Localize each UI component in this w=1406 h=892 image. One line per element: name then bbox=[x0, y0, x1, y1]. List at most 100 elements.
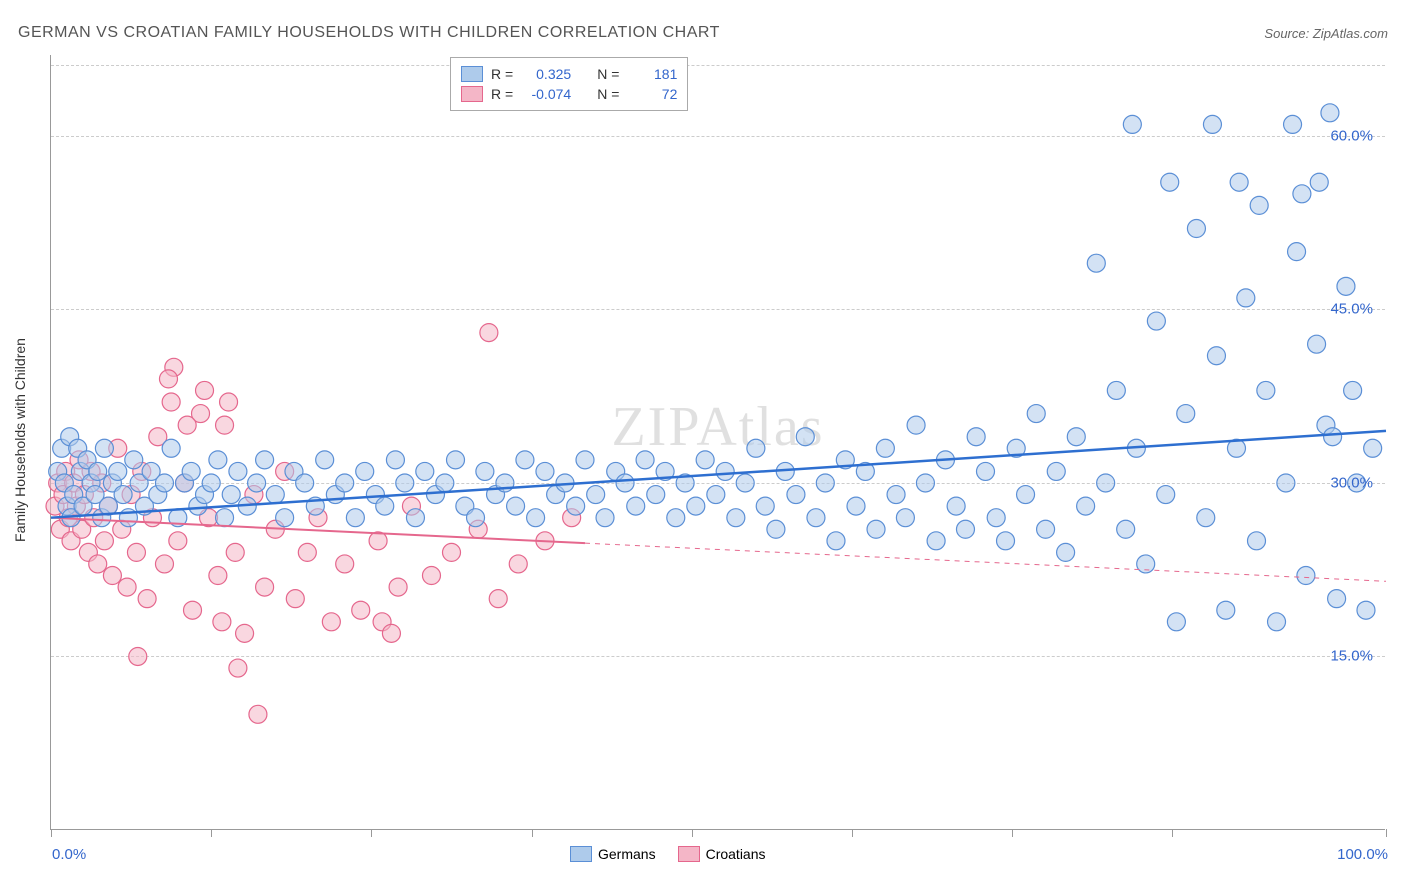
chart-title: GERMAN VS CROATIAN FAMILY HOUSEHOLDS WIT… bbox=[18, 24, 720, 42]
scatter-point bbox=[1324, 428, 1342, 446]
scatter-point bbox=[386, 451, 404, 469]
scatter-point bbox=[222, 486, 240, 504]
scatter-point bbox=[480, 324, 498, 342]
scatter-point bbox=[1297, 567, 1315, 585]
source-name: ZipAtlas.com bbox=[1313, 26, 1388, 41]
scatter-point bbox=[127, 543, 145, 561]
scatter-point bbox=[236, 624, 254, 642]
scatter-point bbox=[276, 509, 294, 527]
scatter-point bbox=[516, 451, 534, 469]
scatter-point bbox=[322, 613, 340, 631]
scatter-point bbox=[647, 486, 665, 504]
scatter-point bbox=[1123, 115, 1141, 133]
scatter-point bbox=[1157, 486, 1175, 504]
scatter-point bbox=[209, 451, 227, 469]
scatter-point bbox=[827, 532, 845, 550]
scatter-point bbox=[1047, 462, 1065, 480]
legend-label-germans: Germans bbox=[598, 846, 656, 862]
scatter-point bbox=[118, 578, 136, 596]
scatter-point bbox=[636, 451, 654, 469]
scatter-point bbox=[336, 474, 354, 492]
y-axis-label: Family Households with Children bbox=[12, 338, 28, 542]
scatter-point bbox=[202, 474, 220, 492]
n-value-croatians: 72 bbox=[627, 86, 677, 102]
scatter-point bbox=[266, 486, 284, 504]
scatter-point bbox=[352, 601, 370, 619]
x-tick bbox=[1172, 829, 1173, 837]
scatter-point bbox=[216, 509, 234, 527]
scatter-point bbox=[716, 462, 734, 480]
scatter-point bbox=[256, 451, 274, 469]
scatter-point bbox=[927, 532, 945, 550]
scatter-point bbox=[159, 370, 177, 388]
scatter-point bbox=[467, 509, 485, 527]
scatter-point bbox=[1037, 520, 1055, 538]
scatter-point bbox=[416, 462, 434, 480]
y-tick-label: 15.0% bbox=[1330, 648, 1373, 665]
trend-line bbox=[585, 543, 1386, 581]
scatter-point bbox=[1087, 254, 1105, 272]
scatter-point bbox=[1248, 532, 1266, 550]
scatter-point bbox=[1268, 613, 1286, 631]
scatter-point bbox=[103, 567, 121, 585]
r-label: R = bbox=[491, 66, 513, 82]
germans-swatch-icon bbox=[570, 846, 592, 862]
scatter-point bbox=[876, 439, 894, 457]
scatter-point bbox=[1167, 613, 1185, 631]
scatter-point bbox=[229, 462, 247, 480]
scatter-point bbox=[1217, 601, 1235, 619]
scatter-point bbox=[1308, 335, 1326, 353]
scatter-point bbox=[138, 590, 156, 608]
scatter-point bbox=[298, 543, 316, 561]
x-axis-min-label: 0.0% bbox=[52, 846, 86, 863]
scatter-point bbox=[847, 497, 865, 515]
scatter-point bbox=[627, 497, 645, 515]
scatter-point bbox=[249, 705, 267, 723]
scatter-point bbox=[256, 578, 274, 596]
scatter-point bbox=[1321, 104, 1339, 122]
scatter-point bbox=[887, 486, 905, 504]
scatter-point bbox=[576, 451, 594, 469]
scatter-point bbox=[527, 509, 545, 527]
x-tick bbox=[51, 829, 52, 837]
source-attribution: Source: ZipAtlas.com bbox=[1264, 26, 1388, 41]
scatter-point bbox=[977, 462, 995, 480]
scatter-point bbox=[1197, 509, 1215, 527]
scatter-point bbox=[1027, 405, 1045, 423]
scatter-point bbox=[507, 497, 525, 515]
scatter-point bbox=[296, 474, 314, 492]
scatter-point bbox=[178, 416, 196, 434]
scatter-point bbox=[1107, 381, 1125, 399]
x-tick bbox=[371, 829, 372, 837]
scatter-point bbox=[1177, 405, 1195, 423]
scatter-point bbox=[509, 555, 527, 573]
scatter-point bbox=[1337, 277, 1355, 295]
scatter-point bbox=[707, 486, 725, 504]
scatter-point bbox=[916, 474, 934, 492]
scatter-point bbox=[89, 555, 107, 573]
croatians-swatch-icon bbox=[461, 86, 483, 102]
source-label: Source: bbox=[1264, 26, 1309, 41]
scatter-point bbox=[687, 497, 705, 515]
scatter-point bbox=[696, 451, 714, 469]
scatter-svg bbox=[51, 55, 1385, 829]
r-value-germans: 0.325 bbox=[521, 66, 571, 82]
x-tick bbox=[1386, 829, 1387, 837]
scatter-point bbox=[229, 659, 247, 677]
scatter-point bbox=[1288, 243, 1306, 261]
scatter-point bbox=[907, 416, 925, 434]
scatter-point bbox=[896, 509, 914, 527]
stats-row-croatians: R = -0.074 N = 72 bbox=[461, 84, 677, 104]
scatter-point bbox=[436, 474, 454, 492]
scatter-point bbox=[316, 451, 334, 469]
scatter-point bbox=[389, 578, 407, 596]
scatter-point bbox=[1017, 486, 1035, 504]
scatter-point bbox=[162, 439, 180, 457]
trend-line bbox=[51, 431, 1386, 518]
scatter-point bbox=[596, 509, 614, 527]
x-tick bbox=[852, 829, 853, 837]
scatter-point bbox=[1237, 289, 1255, 307]
scatter-point bbox=[1328, 590, 1346, 608]
scatter-point bbox=[1187, 220, 1205, 238]
scatter-point bbox=[114, 486, 132, 504]
